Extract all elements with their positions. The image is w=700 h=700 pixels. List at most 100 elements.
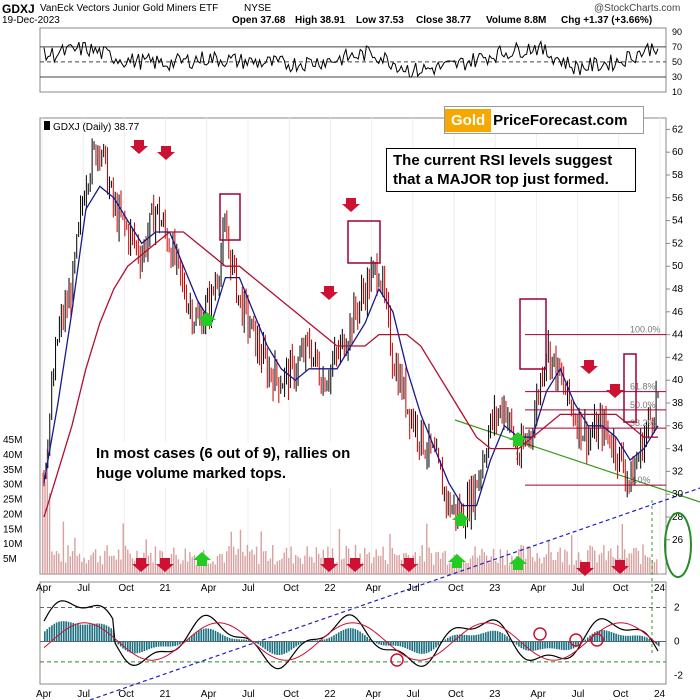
volume-bar bbox=[373, 557, 375, 574]
volume-bar bbox=[591, 546, 594, 574]
osc-histogram-bar bbox=[186, 639, 188, 642]
volume-bar bbox=[255, 546, 258, 574]
osc-histogram-bar bbox=[340, 631, 342, 642]
red-down-arrow bbox=[576, 562, 594, 576]
osc-main-line bbox=[43, 600, 659, 670]
osc-histogram-bar bbox=[295, 641, 297, 647]
volume-bar bbox=[375, 549, 377, 574]
osc-histogram-bar bbox=[276, 641, 278, 656]
volume-ytick-label: 45M bbox=[3, 435, 22, 446]
volume-bar bbox=[274, 564, 276, 574]
osc-histogram-bar bbox=[164, 641, 167, 647]
osc-histogram-bar bbox=[214, 630, 217, 642]
osc-histogram-bar bbox=[532, 641, 534, 651]
highlight-box bbox=[623, 353, 637, 423]
tick-labels: 62 60 58 56 54 52 50 48 46 44 42 40 38 36 34 32 30 28 26 Ap… bbox=[3, 27, 684, 700]
volume-bar bbox=[644, 555, 646, 574]
volume-ytick-label: 30M bbox=[3, 480, 22, 491]
red-down-arrow bbox=[320, 558, 338, 572]
osc-histogram-bar bbox=[432, 641, 435, 650]
price-xtick-label: Oct bbox=[283, 583, 299, 594]
osc-histogram-bar bbox=[556, 641, 558, 650]
volume-bar bbox=[292, 563, 295, 574]
osc-histogram-bar bbox=[126, 641, 129, 652]
osc-histogram-bar bbox=[200, 629, 203, 642]
volume-bar bbox=[108, 555, 111, 574]
osc-histogram-bar bbox=[428, 641, 430, 653]
osc-histogram-bar bbox=[624, 635, 627, 642]
fib-level-label: 50.0% bbox=[630, 400, 656, 410]
osc-histogram-bar bbox=[264, 641, 267, 650]
volume-bar bbox=[368, 552, 370, 574]
osc-histogram-bar bbox=[458, 634, 461, 642]
quote-low: Low 37.53 bbox=[356, 15, 404, 26]
osc-histogram-bar bbox=[503, 634, 506, 642]
volume-bar bbox=[117, 549, 120, 574]
osc-histogram-bar bbox=[579, 641, 582, 644]
volume-bar bbox=[366, 554, 368, 574]
volume-bar bbox=[212, 561, 214, 574]
fib-level-label: 38.2% bbox=[630, 418, 656, 428]
osc-histogram-bar bbox=[584, 639, 587, 642]
volume-bar bbox=[442, 552, 444, 574]
price-xtick-label: 24 bbox=[654, 583, 666, 594]
osc-histogram-bar bbox=[103, 624, 105, 642]
target-oval bbox=[664, 512, 692, 578]
rsi-note-box: The current RSI levels suggest that a MA… bbox=[386, 148, 636, 192]
osc-histogram-bar bbox=[89, 624, 91, 642]
date-label: 19-Dec-2023 bbox=[2, 15, 60, 26]
green-up-arrow bbox=[509, 432, 527, 446]
volume-bar bbox=[577, 552, 580, 574]
volume-bar bbox=[58, 553, 60, 574]
osc-histogram-bar bbox=[257, 641, 259, 645]
osc-histogram-bar bbox=[65, 621, 67, 642]
volume-bar bbox=[541, 563, 543, 574]
symbol-label: GDXJ bbox=[2, 2, 35, 16]
volume-bar bbox=[94, 549, 97, 574]
volume-bar bbox=[389, 534, 391, 574]
volume-bar bbox=[612, 556, 614, 574]
osc-histogram-bar bbox=[567, 641, 570, 650]
price-ytick-label: 60 bbox=[672, 147, 684, 158]
volume-bar bbox=[472, 555, 474, 574]
quote-open: Open 37.68 bbox=[232, 15, 286, 26]
osc-histogram-bar bbox=[603, 630, 606, 642]
osc-histogram-bar bbox=[484, 632, 487, 642]
osc-histogram-bar bbox=[537, 641, 539, 651]
osc-histogram-bar bbox=[347, 628, 350, 642]
volume-bar bbox=[511, 555, 513, 574]
osc-histogram-bar bbox=[288, 641, 290, 652]
volume-bar bbox=[458, 563, 460, 574]
osc-histogram-bar bbox=[620, 635, 622, 642]
osc-histogram-bar bbox=[181, 641, 184, 644]
volume-bar bbox=[575, 560, 577, 574]
watermark-label: @StockCharts.com bbox=[594, 3, 681, 14]
volume-bar bbox=[646, 557, 649, 574]
osc-histogram-bar bbox=[224, 635, 226, 642]
volume-bar bbox=[338, 528, 341, 574]
price-ytick-label: 62 bbox=[672, 124, 684, 135]
red-down-arrow bbox=[130, 140, 148, 154]
osc-histogram-bar bbox=[378, 641, 380, 645]
osc-histogram-bar bbox=[463, 634, 466, 642]
volume-bar bbox=[191, 556, 193, 574]
osc-histogram-bar bbox=[617, 634, 620, 642]
green-up-arrow bbox=[452, 512, 470, 526]
price-xtick-label: Oct bbox=[118, 583, 134, 594]
osc-histogram-bar bbox=[117, 641, 120, 645]
osc-histogram-bar bbox=[508, 638, 511, 642]
volume-bar bbox=[384, 559, 387, 574]
osc-histogram-bar bbox=[639, 635, 641, 642]
osc-histogram-bar bbox=[337, 632, 340, 642]
volume-bar bbox=[219, 553, 221, 574]
volume-bar bbox=[228, 546, 230, 574]
osc-histogram-bar bbox=[193, 633, 195, 642]
osc-histogram-bar bbox=[81, 624, 84, 642]
volume-bar bbox=[48, 493, 51, 574]
volume-bar bbox=[205, 559, 207, 574]
osc-histogram-bar bbox=[577, 641, 579, 646]
volume-bar bbox=[561, 562, 564, 574]
price-xtick-label: Oct bbox=[448, 583, 464, 594]
osc-histogram-bar bbox=[487, 631, 489, 642]
osc-histogram-bar bbox=[423, 641, 425, 654]
